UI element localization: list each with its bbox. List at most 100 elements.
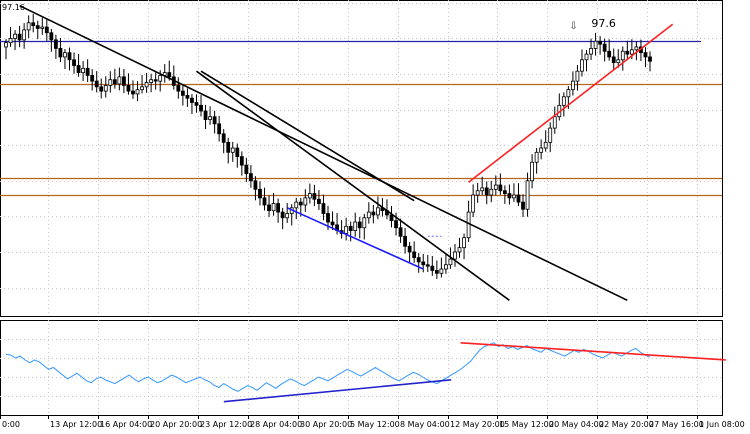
candle-body (471, 194, 476, 213)
candle-body (199, 104, 203, 112)
candle (4, 39, 8, 60)
candle (348, 221, 353, 242)
candle-body (144, 82, 149, 88)
candle (17, 25, 22, 48)
candle (575, 64, 580, 91)
candle-body (122, 76, 126, 86)
candle (330, 211, 335, 230)
candle-body (180, 90, 185, 96)
candle-body (317, 198, 321, 204)
candle-body (530, 161, 534, 182)
candle-body (416, 257, 421, 263)
candle-body (634, 46, 639, 51)
candle-body (561, 96, 566, 106)
candle (190, 94, 194, 115)
candle-body (625, 50, 630, 55)
candle-body (262, 197, 267, 206)
candle-body (58, 47, 63, 58)
candle-body (135, 89, 140, 95)
candle-body (593, 40, 598, 49)
candle (131, 80, 135, 99)
candle (317, 189, 321, 210)
candle (584, 49, 589, 72)
candle-body (221, 133, 226, 143)
candle-body (17, 33, 22, 41)
candle-body (598, 40, 603, 45)
candle-body (249, 173, 253, 182)
candle (321, 194, 326, 221)
candle-body (543, 141, 548, 149)
candle (85, 59, 90, 83)
candle-body (312, 193, 317, 200)
candle (294, 197, 299, 220)
candle-body (434, 270, 439, 274)
x-axis-tick-label: 20 Apr 20:00 (150, 420, 202, 429)
candle-body (480, 187, 485, 192)
candle-body (112, 79, 117, 85)
candle (53, 34, 58, 59)
candle-body (566, 89, 571, 98)
candle (571, 71, 575, 96)
candle-body (298, 201, 303, 206)
candle-body (90, 75, 95, 82)
candle-body (466, 211, 471, 239)
candle (199, 95, 203, 117)
candle (140, 74, 144, 94)
candle (40, 17, 45, 35)
candle-body (575, 70, 580, 82)
candle (366, 202, 371, 224)
candle-body (4, 42, 8, 48)
candle (498, 173, 503, 195)
candle (122, 68, 126, 94)
candle (530, 154, 534, 189)
candle-body (81, 67, 85, 73)
candle-body (235, 147, 240, 157)
candle-body (63, 52, 67, 58)
candle-body (521, 201, 525, 210)
candle-body (425, 264, 430, 267)
candle-body (353, 221, 358, 231)
candle (643, 47, 648, 68)
x-axis-tick-label: 8 May 04:00 (400, 420, 450, 429)
candle-body (244, 164, 249, 175)
candle (153, 72, 158, 90)
candle (267, 195, 271, 217)
candle-body (348, 225, 353, 231)
candle-body (512, 194, 516, 199)
candle (421, 253, 426, 273)
candle (239, 151, 244, 176)
trend-line (286, 207, 424, 270)
candle-body (539, 147, 544, 153)
candle-body (8, 38, 13, 44)
candle-body (330, 221, 335, 226)
candle (516, 183, 521, 206)
candle (353, 212, 358, 237)
candle (475, 182, 480, 203)
candle (13, 30, 17, 51)
candle-body (548, 127, 553, 143)
candle (167, 60, 172, 81)
candle-body (448, 258, 453, 266)
candle (126, 73, 131, 95)
candle-body (208, 116, 212, 120)
candle-body (271, 203, 276, 212)
candle (253, 176, 258, 201)
x-axis-tick-label: 12 May 20:00 (450, 420, 505, 429)
indicator-panel-frame (0, 320, 723, 416)
candle-body (103, 85, 108, 92)
candle-body (394, 220, 398, 229)
candle (312, 184, 317, 207)
candle (362, 213, 367, 240)
candle (552, 106, 557, 134)
candle-body (76, 65, 81, 73)
candle-body (307, 193, 312, 199)
candle-body (475, 190, 480, 196)
candle (208, 106, 212, 125)
candle (493, 175, 498, 196)
candle (580, 49, 584, 77)
candle-body (99, 86, 104, 92)
candle (548, 122, 553, 153)
candle (67, 47, 72, 71)
